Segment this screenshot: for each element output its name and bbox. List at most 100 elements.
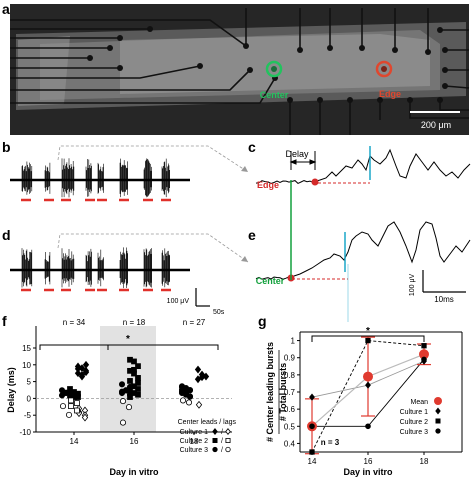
legend-entry: Culture 2	[180, 438, 209, 445]
burst-6	[143, 158, 152, 198]
edge-label: Edge	[379, 89, 401, 99]
burst-6	[143, 248, 152, 288]
burst-2	[61, 158, 75, 198]
culture-1-lead-point	[194, 365, 202, 374]
culture-2-lead-point	[135, 380, 141, 386]
culture-1-point	[365, 381, 371, 389]
culture-1-lag-point	[195, 400, 203, 409]
culture-2-point	[421, 343, 427, 349]
burst-trace-center	[10, 247, 190, 292]
culture-3-lead-point	[62, 389, 70, 396]
center-trace-label: Center	[256, 276, 285, 286]
panel-label-a: a	[2, 1, 10, 17]
x-tick-label: 16	[364, 457, 373, 466]
n-label: n = 18	[123, 318, 146, 327]
burst-4	[97, 249, 104, 287]
zoom-arrow-e	[241, 256, 248, 262]
culture-1-lag-point	[81, 413, 89, 422]
panel-label-d: d	[2, 227, 11, 243]
burst-4	[97, 162, 104, 194]
x-tick-label: 18	[190, 437, 199, 446]
y-axis-label: Delay (ms)	[6, 367, 16, 413]
y-tick-label: -5	[24, 411, 32, 420]
panel-a-microscope-image: Center Edge 200 μm	[10, 4, 470, 135]
culture-2-lead-point	[71, 393, 77, 399]
legend-marker-open	[225, 437, 231, 443]
panel-d-scale-v: 100 μV	[167, 298, 190, 305]
legend-entry: Culture 1	[400, 409, 429, 416]
electrode-leads	[10, 8, 470, 135]
y-tick-label: 0	[27, 394, 32, 403]
panel-label-f: f	[2, 313, 7, 329]
legend-entry: Culture 3	[180, 447, 209, 454]
culture-2-lag-point	[74, 407, 80, 414]
center-burst-onset-trace	[255, 221, 471, 282]
culture-2-point	[309, 449, 315, 455]
culture-1-point	[309, 393, 315, 401]
x-tick-label: 16	[130, 437, 139, 446]
panel-e-scale-t: 10ms	[434, 295, 454, 304]
panel-label-e: e	[248, 227, 256, 243]
culture-3-lead-point	[126, 383, 134, 391]
panel-d-scale-t: 50s	[213, 309, 225, 316]
burst-0	[21, 161, 33, 195]
onset-trace-line	[255, 148, 471, 185]
culture-3-point	[421, 356, 427, 363]
culture-1-lead-point	[74, 364, 82, 373]
legend-sep: /	[221, 438, 223, 445]
significance-bracket	[39, 344, 219, 350]
edge-trace-label: Edge	[257, 180, 279, 190]
x-axis-label: Day in vitro	[343, 467, 393, 477]
y-tick-label: 1	[291, 337, 296, 346]
y-tick-label: 10	[22, 361, 31, 370]
culture-3-lead-point	[186, 393, 194, 400]
y-tick-label: 0.5	[284, 422, 296, 431]
y-tick-label: 5	[27, 378, 32, 387]
culture-3-lead-point	[126, 391, 134, 398]
y-tick-label: -10	[19, 428, 31, 437]
burst-1	[44, 252, 51, 285]
edge-electrode-pad	[381, 66, 387, 72]
culture-3-lag-point	[59, 403, 67, 410]
culture-3-lag-point	[65, 411, 73, 418]
panel-label-c: c	[248, 139, 256, 155]
legend-title: Center leads / lags	[178, 419, 237, 426]
legend-entry: Culture 3	[400, 429, 429, 436]
x-tick-label: 14	[70, 437, 79, 446]
burst-5	[119, 158, 128, 198]
panel-d-scale-bars	[195, 288, 210, 307]
panel-e-scale-bars	[422, 270, 466, 293]
legend-marker	[435, 407, 441, 415]
culture-2-line	[311, 340, 425, 453]
burst-1	[44, 162, 51, 194]
scale-bar-label: 200 μm	[421, 120, 451, 130]
culture-2-lag-point	[68, 403, 74, 410]
culture-3-lead-point	[118, 388, 126, 395]
culture-3-lag-point	[185, 399, 193, 406]
legend-mean-marker	[434, 397, 442, 405]
legend-entry: Culture 1	[180, 429, 209, 436]
burst-3	[85, 248, 92, 287]
x-axis-label: Day in vitro	[109, 467, 159, 477]
culture-3-lag-point	[119, 398, 127, 405]
culture-3-lead-point	[178, 388, 186, 395]
significance-star: *	[126, 334, 130, 345]
n-label: n = 3	[321, 438, 340, 447]
y-tick-label: 15	[22, 344, 31, 353]
onset-dot	[311, 178, 319, 186]
legend-marker	[435, 428, 441, 434]
culture-2-lead-point	[135, 375, 141, 381]
panel-label-g: g	[258, 313, 267, 329]
y-axis-label-2: # Total bursts	[278, 363, 288, 421]
y-tick-label: 0.9	[284, 354, 296, 363]
culture-2-lead-point	[131, 366, 137, 373]
significance-star: *	[366, 326, 370, 337]
culture-1-lead-point	[78, 372, 86, 381]
legend-marker-open	[225, 428, 231, 435]
panel-g-ratio-chart: 0.4 0.5 0.6 0.7 0.8 0.9 1 14 16 18 Day in vitro # C…	[265, 326, 463, 477]
legend-sep: /	[221, 447, 223, 454]
culture-1-lead-point	[198, 373, 206, 382]
zoom-arrow-c	[241, 166, 248, 172]
culture-3-point	[365, 423, 371, 430]
culture-3-lag-point	[125, 404, 133, 411]
